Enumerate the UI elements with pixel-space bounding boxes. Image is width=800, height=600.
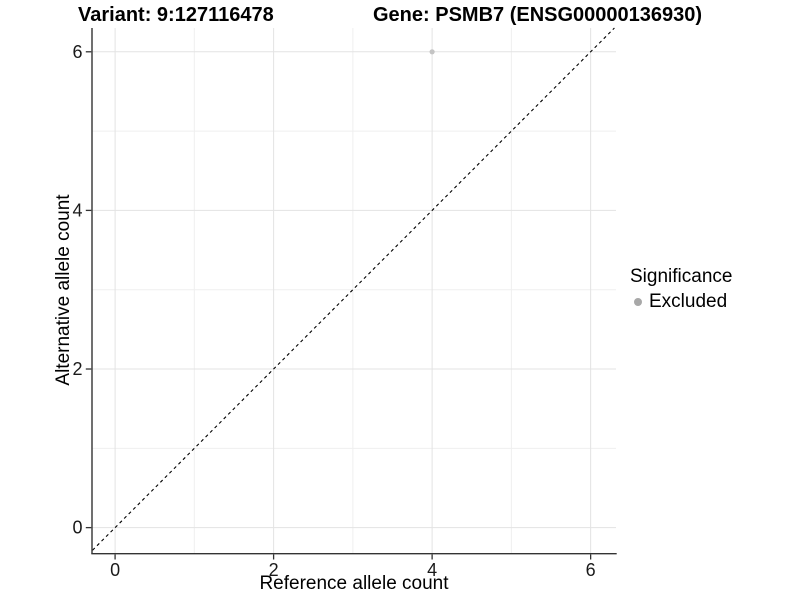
legend-item-excluded: Excluded bbox=[630, 291, 732, 313]
legend-key-dot-icon bbox=[634, 298, 642, 306]
y-tick-label: 6 bbox=[72, 42, 82, 62]
y-tick-label: 4 bbox=[72, 200, 82, 220]
identity-reference-line bbox=[92, 27, 615, 551]
y-axis-title: Alternative allele count bbox=[53, 194, 74, 386]
x-tick-label: 4 bbox=[427, 560, 437, 580]
legend-item-label: Excluded bbox=[649, 291, 728, 312]
legend-title: Significance bbox=[630, 266, 733, 287]
x-tick-label: 0 bbox=[110, 560, 120, 580]
plot-title-variant: Variant: 9:127116478 bbox=[78, 4, 274, 26]
plot-title-gene: Gene: PSMB7 (ENSG00000136930) bbox=[373, 4, 703, 26]
x-tick-label: 6 bbox=[586, 560, 596, 580]
y-tick-label: 2 bbox=[72, 359, 82, 379]
x-tick-label: 2 bbox=[269, 560, 279, 580]
data-point bbox=[429, 49, 435, 55]
x-axis-title: Reference allele count bbox=[259, 573, 449, 594]
legend: Significance Excluded bbox=[630, 266, 732, 313]
y-tick-label: 0 bbox=[72, 518, 82, 538]
